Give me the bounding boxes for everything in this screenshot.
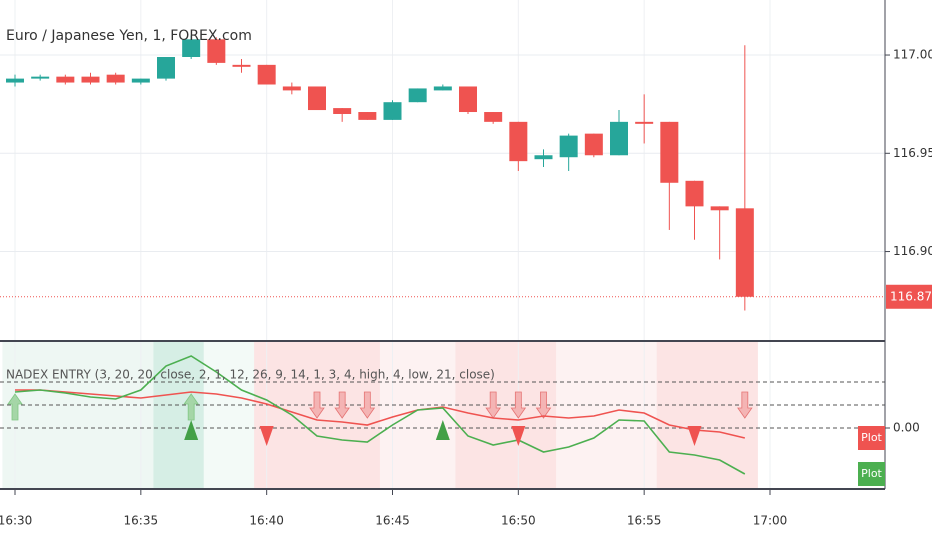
candle-body — [182, 39, 201, 57]
candle-body — [735, 208, 754, 297]
price-label-box — [886, 284, 932, 309]
signal-shading — [27, 342, 54, 488]
indicator-line — [15, 389, 746, 439]
candle-body — [660, 121, 679, 183]
signal-shading — [707, 342, 733, 488]
x-tick-label: 16:35 — [124, 514, 159, 528]
chart-title: Euro / Japanese Yen, 1, FOREX.com — [6, 28, 252, 44]
hint-arrow — [535, 391, 552, 419]
signal-shading — [203, 342, 230, 488]
candle-body — [308, 86, 326, 111]
hint-arrow — [510, 391, 527, 419]
indicator-shading — [2, 342, 758, 488]
indicator-title: NADEX ENTRY (3, 20, 20, close, 2, 1, 12,… — [6, 368, 495, 382]
candle-body — [459, 86, 477, 113]
candle-body — [383, 102, 402, 120]
candle-body — [6, 78, 24, 83]
hint-arrow — [737, 391, 753, 419]
signal-shading — [606, 342, 633, 488]
x-tick-label: 16:50 — [501, 514, 536, 528]
candle-body — [157, 56, 175, 79]
candle-body — [610, 121, 628, 156]
signal-arrow — [687, 426, 702, 446]
signal-shading — [103, 342, 129, 488]
hint-arrow — [309, 391, 325, 419]
candle-body — [106, 74, 125, 83]
hint-arrow — [359, 391, 376, 419]
candle-body — [433, 86, 452, 91]
candle-body — [358, 112, 377, 120]
series-label-box — [858, 426, 885, 450]
y-tick-label: 116.900 — [893, 244, 932, 258]
signal-shading — [681, 342, 708, 488]
hint-arrow — [183, 393, 199, 421]
signal-arrow — [511, 426, 526, 446]
candle-body — [484, 112, 503, 122]
price-label: 116.877 — [890, 289, 932, 303]
candle-body — [333, 108, 352, 114]
candle-body — [282, 86, 301, 91]
series-label: Plot — [861, 467, 882, 480]
candle-body — [81, 76, 100, 83]
y-tick-label: 0.00 — [893, 421, 920, 435]
signal-shading — [656, 342, 683, 488]
x-tick-label: 16:55 — [627, 514, 662, 528]
signal-shading — [153, 342, 180, 488]
candle-body — [408, 88, 427, 103]
series-label-box — [858, 462, 885, 486]
signal-shading — [52, 342, 79, 488]
candle-body — [131, 78, 150, 83]
candle-body — [710, 206, 729, 211]
hint-arrow — [7, 393, 23, 421]
x-tick-label: 16:45 — [375, 514, 410, 528]
x-tick-label: 17:00 — [753, 514, 788, 528]
hint-arrow — [334, 391, 350, 419]
candle-body — [584, 133, 603, 156]
marks — [0, 35, 885, 475]
x-tick-label: 16:40 — [249, 514, 284, 528]
y-tick-label: 116.950 — [893, 146, 932, 160]
x-tick-label: 16:30 — [0, 514, 32, 528]
indicator-line — [14, 355, 746, 475]
signal-shading — [77, 342, 104, 488]
y-tick-label: 117.000 — [893, 48, 932, 62]
candle-body — [31, 76, 50, 79]
candle-body — [534, 155, 553, 160]
signal-shading — [228, 342, 255, 488]
candle-body — [559, 135, 578, 158]
candle-body — [207, 39, 226, 63]
signal-shading — [556, 342, 582, 488]
candle-body — [232, 64, 251, 67]
signal-arrow — [435, 420, 450, 440]
signal-shading — [581, 342, 607, 488]
candle-body — [56, 76, 75, 83]
signal-shading — [430, 342, 456, 488]
candle-body — [257, 64, 276, 85]
candle-body — [685, 180, 704, 207]
axis-labels: 16:30 16:35 16:40 16:45 16:50 16:55 17:00 116.9… — [0, 48, 932, 528]
signal-arrow — [184, 420, 199, 440]
grid — [0, 0, 885, 488]
hint-arrow — [485, 391, 501, 419]
signal-arrow — [259, 426, 274, 446]
candle-body — [509, 121, 528, 162]
series-label: Plot — [861, 431, 882, 444]
candle-body — [635, 121, 654, 124]
